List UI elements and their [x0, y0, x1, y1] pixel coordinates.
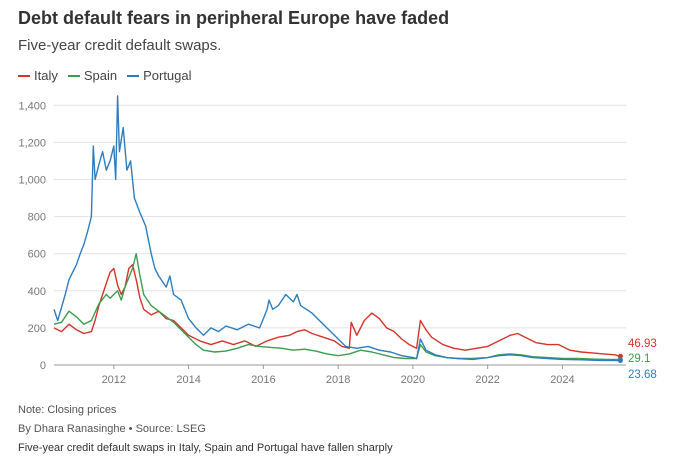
legend-item-portugal: Portugal	[127, 68, 192, 83]
legend-label-italy: Italy	[34, 68, 58, 83]
end-value-label-portugal: 23.68	[628, 369, 657, 381]
chart-subtitle: Five-year credit default swaps.	[18, 37, 222, 54]
x-tick-label: 2012	[102, 374, 126, 386]
end-value-label-italy: 46.93	[628, 338, 657, 350]
legend-item-italy: Italy	[18, 68, 58, 83]
y-tick-label: 1,200	[18, 137, 46, 149]
y-tick-label: 200	[28, 323, 46, 335]
legend-label-spain: Spain	[83, 68, 118, 83]
legend-swatch-spain	[67, 74, 80, 77]
legend: Italy Spain Portugal	[18, 68, 192, 83]
y-tick-label: 0	[40, 360, 46, 372]
legend-swatch-italy	[18, 74, 30, 77]
y-tick-label: 1,400	[18, 100, 46, 112]
x-tick-label: 2024	[550, 374, 574, 386]
y-tick-label: 600	[28, 249, 46, 261]
line-chart: 0 200 400 600 800 1,000 1,200 1,400 2012 2014 2016…	[18, 95, 657, 386]
legend-swatch-portugal	[127, 74, 140, 77]
x-tick-label: 2018	[326, 374, 350, 386]
y-tick-label: 800	[28, 212, 46, 224]
x-tick-label: 2022	[475, 374, 499, 386]
legend-item-spain: Spain	[67, 68, 118, 83]
y-tick-label: 400	[28, 286, 46, 298]
x-tick-label: 2014	[176, 374, 200, 386]
chart-byline: By Dhara Ranasinghe • Source: LSEG	[18, 423, 206, 435]
end-value-label-spain: 29.1	[628, 353, 650, 365]
x-tick-label: 2020	[401, 374, 425, 386]
series-line-italy	[53, 264, 621, 357]
legend-label-portugal: Portugal	[143, 68, 192, 83]
chart-caption: Five-year credit default swaps in Italy,…	[18, 442, 393, 454]
x-tick-label: 2016	[251, 374, 275, 386]
y-tick-label: 1,000	[18, 174, 46, 186]
end-marker-portugal	[617, 358, 623, 364]
chart-note: Note: Closing prices	[18, 404, 117, 416]
series-line-portugal	[53, 95, 621, 362]
chart-title: Debt default fears in peripheral Europe …	[18, 8, 450, 28]
